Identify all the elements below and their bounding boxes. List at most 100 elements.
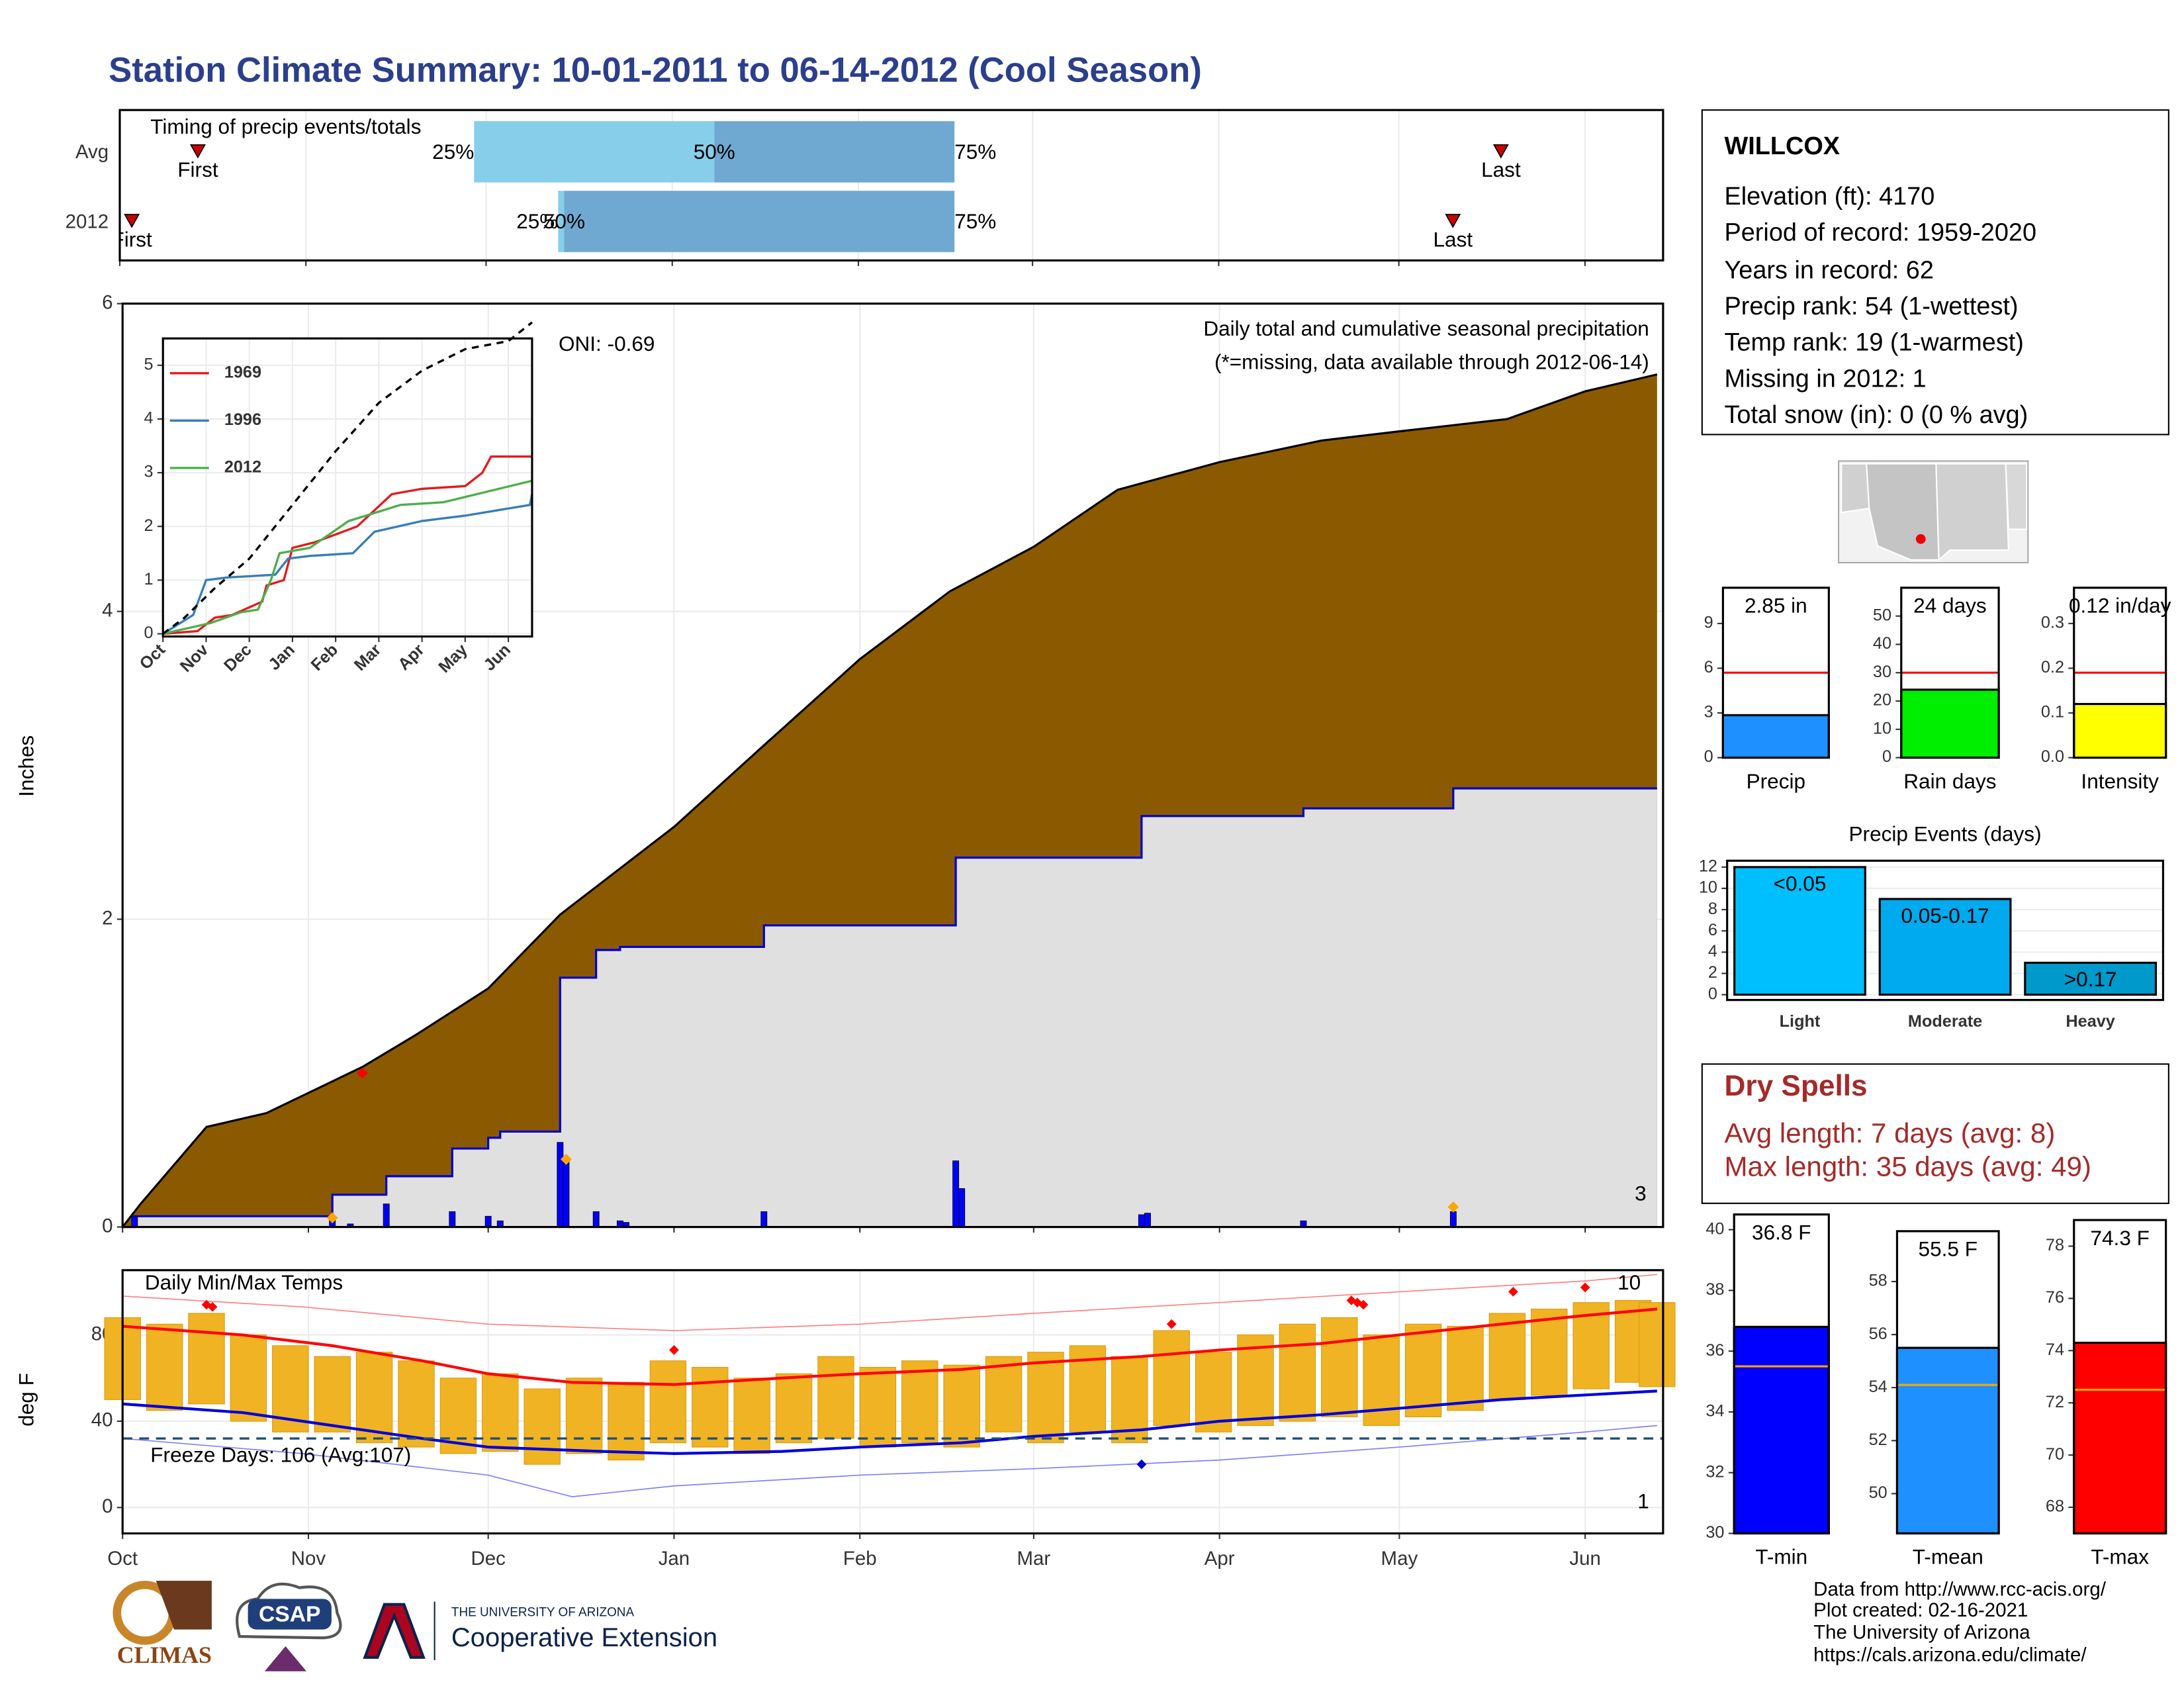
logo-text: CLIMAS — [117, 1642, 212, 1668]
daily-bar — [1449, 1211, 1457, 1228]
daily-bar — [563, 1157, 570, 1228]
map-state — [1866, 463, 1940, 561]
marker — [1358, 1299, 1369, 1310]
credit-line: Plot created: 02-16-2021 — [1813, 1599, 2028, 1621]
map-region — [2005, 463, 2028, 530]
subtitle: Daily total and cumulative seasonal prec… — [1203, 316, 1649, 340]
map-region — [1841, 463, 1870, 514]
y-tick-label: 3 — [1704, 703, 1713, 722]
temp-range-bar — [649, 1360, 687, 1444]
y-tick-label: 76 — [2046, 1288, 2064, 1307]
quartile-bar — [474, 121, 715, 183]
station-line: Missing in 2012: 1 — [1724, 365, 1926, 393]
y-tick-label: 30 — [1706, 1523, 1724, 1542]
timing-label: Last — [1481, 158, 1521, 181]
temp-range-bar — [1639, 1302, 1676, 1387]
inset-line — [162, 479, 533, 635]
y-tick-label: 58 — [1869, 1272, 1888, 1290]
quartile-bar — [558, 191, 565, 252]
logo-text: Cooperative Extension — [451, 1623, 717, 1652]
quartile-label: 75% — [954, 140, 996, 164]
plot-frame — [161, 337, 533, 638]
temp-range-bar — [188, 1313, 225, 1405]
x-tick-label: Nov — [291, 1548, 326, 1570]
timing-marker — [1492, 144, 1509, 159]
quartile-bar — [564, 191, 955, 252]
marker — [561, 1153, 572, 1165]
logo-shape — [264, 1646, 307, 1671]
y-tick-label: 10 — [1873, 719, 1891, 737]
logo-shape — [363, 1603, 426, 1659]
timing-label: First — [177, 158, 218, 181]
y-tick-label: 9 — [1704, 614, 1713, 632]
quartile-label: 25% — [516, 209, 558, 233]
temp-range-bar — [1321, 1317, 1358, 1417]
y-tick-label: 72 — [2046, 1393, 2064, 1411]
station-line: Years in record: 62 — [1724, 256, 1933, 284]
temp-range-bar — [314, 1356, 351, 1432]
temp-range-bar — [1237, 1335, 1274, 1427]
corner-label: 3 — [1635, 1182, 1647, 1205]
dry-spells-title: Dry Spells — [1724, 1070, 1867, 1102]
category-label: Intensity — [2081, 769, 2159, 793]
y-tick-label: 40 — [1706, 1219, 1724, 1238]
cumulative-line — [122, 787, 1657, 1229]
category-label: T-mean — [1913, 1545, 1983, 1569]
y-tick-label: 0.1 — [2041, 703, 2064, 722]
temp-range-bar — [1488, 1313, 1526, 1400]
y-tick-label: 30 — [1873, 663, 1891, 681]
quartile-label: 50% — [543, 209, 585, 233]
temp-range-bar — [1111, 1356, 1148, 1444]
daily-bar — [449, 1211, 456, 1228]
logo-ua: THE UNIVERSITY OF ARIZONA Cooperative Ex… — [363, 1601, 717, 1660]
bar — [1895, 1346, 2000, 1535]
temp-range-bar — [1404, 1323, 1442, 1417]
marker — [357, 1067, 368, 1079]
temp-range-bar — [230, 1335, 267, 1422]
temp-range-bar — [1279, 1323, 1316, 1422]
y-tick-label: 5 — [144, 355, 153, 373]
value-label: 2.85 in — [1745, 594, 1807, 618]
temp-range-bar — [608, 1382, 645, 1461]
plot-frame — [1733, 1213, 1830, 1535]
y-tick-label: 20 — [1873, 691, 1891, 710]
y-tick-label: 40 — [91, 1409, 113, 1431]
dry-spells-box — [1701, 1063, 2169, 1204]
station-line: Elevation (ft): 4170 — [1724, 183, 1934, 211]
logo-shape — [248, 1599, 332, 1630]
plot-frame — [1726, 859, 2165, 1002]
temp-range-bar — [733, 1378, 770, 1454]
temp-range-bar — [482, 1373, 519, 1452]
temp-range-bar — [146, 1323, 183, 1411]
value-label: 0.12 in/day — [2069, 594, 2171, 618]
y-tick-label: 68 — [2046, 1497, 2064, 1516]
y-axis-label: Inches — [14, 735, 38, 797]
bar — [1733, 866, 1866, 996]
logo-climas: CLIMAS — [113, 1580, 212, 1668]
timing-marker — [189, 144, 206, 159]
credit-line: The University of Arizona — [1813, 1622, 2030, 1644]
station-box — [1701, 109, 2169, 436]
marker — [326, 1212, 338, 1224]
temp-range-bar — [817, 1356, 854, 1439]
dry-spells-line: Max length: 35 days (avg: 49) — [1724, 1150, 2091, 1182]
x-tick-label: Oct — [107, 1548, 138, 1570]
y-tick-label: 50 — [1869, 1483, 1888, 1502]
value-label: 36.8 F — [1752, 1220, 1811, 1244]
temp-range-bar — [775, 1373, 813, 1444]
y-tick-label: 54 — [1869, 1378, 1888, 1396]
y-axis-label: deg F — [14, 1373, 38, 1427]
cumulative-line — [121, 373, 1658, 1228]
freeze-label: Freeze Days: 106 (Avg:107) — [150, 1443, 411, 1467]
temp-range-bar — [1153, 1330, 1190, 1427]
bar — [1733, 1325, 1830, 1535]
quartile-label: 50% — [694, 140, 735, 164]
y-tick-label: 0.0 — [2041, 747, 2064, 766]
y-tick-label: 0 — [102, 1215, 113, 1237]
daily-bar — [1138, 1214, 1145, 1228]
y-tick-label: 2 — [144, 516, 153, 535]
category-label: T-min — [1755, 1545, 1807, 1569]
inset-bg — [163, 338, 532, 637]
plot-frame — [2073, 586, 2167, 759]
